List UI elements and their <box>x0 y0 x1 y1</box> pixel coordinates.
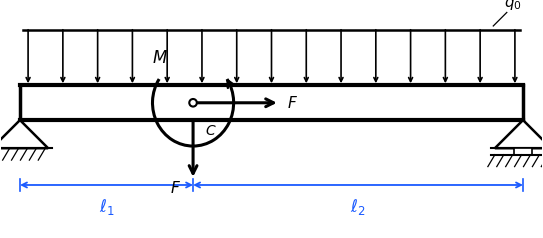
Text: $\ell_1$: $\ell_1$ <box>99 197 114 217</box>
Text: $\mathbf{\mathit{F}}$: $\mathbf{\mathit{F}}$ <box>170 180 181 196</box>
Bar <box>514 148 533 155</box>
Polygon shape <box>0 120 48 148</box>
Text: $\mathit{C}$: $\mathit{C}$ <box>205 124 217 138</box>
Bar <box>20 85 523 120</box>
Text: $\ell_2$: $\ell_2$ <box>350 197 365 217</box>
Text: $\mathbf{\mathit{M}}$: $\mathbf{\mathit{M}}$ <box>151 49 167 67</box>
Text: $\mathbf{\mathit{F}}$: $\mathbf{\mathit{F}}$ <box>287 95 298 111</box>
Text: $q_0$: $q_0$ <box>504 0 522 12</box>
Polygon shape <box>495 120 543 148</box>
